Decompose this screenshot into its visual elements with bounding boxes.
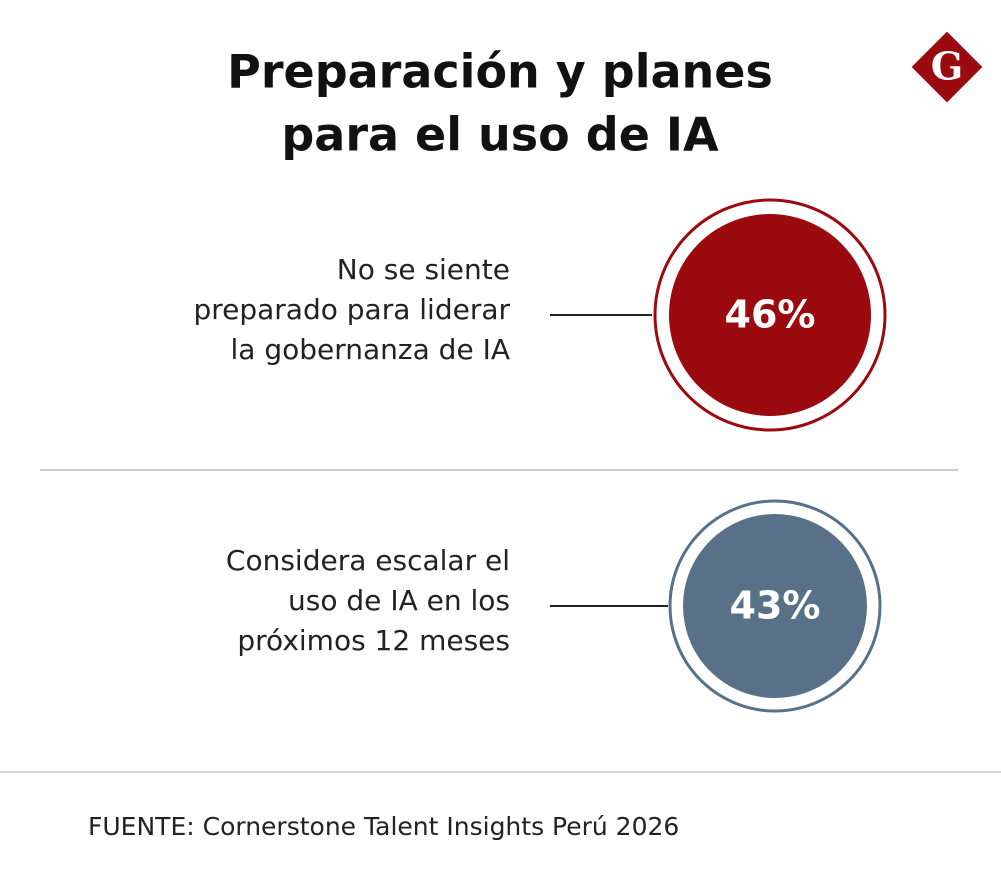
item-label: uso de IA en los — [288, 584, 510, 617]
title-line: Preparación y planes — [227, 45, 773, 99]
title-line: para el uso de IA — [281, 108, 719, 162]
source: FUENTE: Cornerstone Talent Insights Perú… — [88, 812, 679, 841]
item-label: preparado para liderar — [193, 293, 510, 326]
item-label: Considera escalar el — [226, 544, 510, 577]
circle-fill — [669, 214, 871, 416]
logo-letter: G — [931, 44, 963, 89]
item-label: la gobernanza de IA — [231, 333, 510, 366]
item-label: próximos 12 meses — [237, 624, 510, 657]
item-value: 43% — [730, 584, 821, 628]
item-value: 46% — [725, 293, 816, 337]
circle-fill — [683, 514, 867, 698]
item-label: No se siente — [337, 253, 510, 286]
